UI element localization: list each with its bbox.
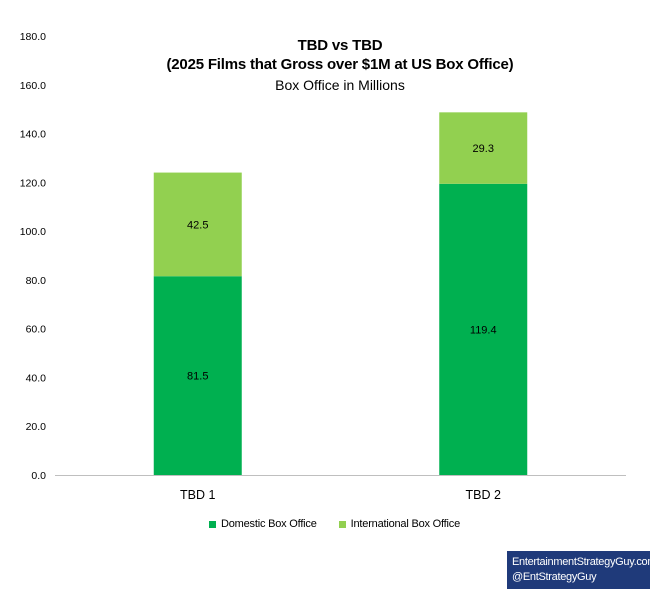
legend-label-international: International Box Office — [350, 518, 461, 530]
data-label: 29.3 — [473, 143, 494, 155]
chart-subtitle: Box Office in Millions — [275, 77, 405, 93]
chart-title-line-1: TBD vs TBD — [297, 37, 383, 54]
y-tick-label: 20.0 — [26, 421, 47, 433]
legend-label-domestic: Domestic Box Office — [221, 518, 317, 530]
y-tick-label: 140.0 — [20, 129, 46, 141]
x-axis: TBD 1 TBD 2 — [55, 475, 626, 502]
y-tick-label: 60.0 — [26, 324, 47, 336]
bars: 81.5 42.5 119.4 29.3 — [153, 112, 528, 475]
y-tick-label: 100.0 — [20, 226, 46, 238]
y-tick-label: 180.0 — [20, 31, 46, 43]
data-label: 42.5 — [187, 219, 208, 231]
legend-item-international: International Box Office — [338, 518, 461, 530]
bar-segment-international — [439, 112, 528, 184]
y-tick-label: 160.0 — [20, 80, 46, 92]
legend-swatch-international — [338, 520, 346, 528]
x-tick-label: TBD 1 — [180, 488, 215, 502]
legend-item-domestic: Domestic Box Office — [209, 518, 317, 530]
credit-box: EntertainmentStrategyGuy.com @EntStrateg… — [507, 551, 657, 589]
credit-website: EntertainmentStrategyGuy.com — [512, 556, 657, 568]
y-tick-label: 80.0 — [26, 275, 47, 287]
x-tick-label: TBD 2 — [466, 488, 501, 502]
data-label: 81.5 — [187, 371, 208, 383]
y-tick-label: 40.0 — [26, 372, 47, 384]
bar-segment-domestic — [153, 276, 242, 475]
legend: Domestic Box Office International Box Of… — [0, 518, 669, 530]
bar-segment-international — [153, 172, 242, 277]
data-label: 119.4 — [470, 324, 497, 336]
chart-title-line-2: (2025 Films that Gross over $1M at US Bo… — [166, 56, 514, 73]
credit-handle: @EntStrategyGuy — [512, 571, 597, 583]
legend-swatch-domestic — [209, 520, 216, 528]
bar-segment-domestic — [439, 183, 528, 475]
y-tick-label: 0.0 — [31, 470, 46, 482]
y-tick-label: 120.0 — [20, 177, 46, 189]
y-axis: 0.0 20.0 40.0 60.0 80.0 100.0 120.0 140.0 160.0 1… — [20, 31, 46, 482]
